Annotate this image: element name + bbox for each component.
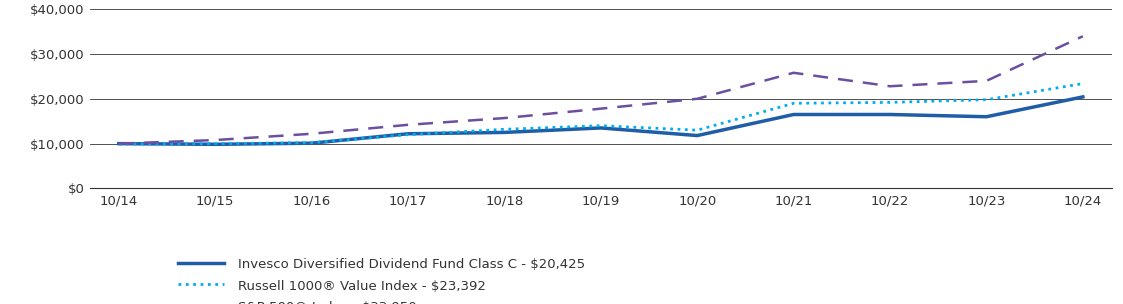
Legend: Invesco Diversified Dividend Fund Class C - $20,425, Russell 1000® Value Index -: Invesco Diversified Dividend Fund Class …: [179, 258, 585, 304]
